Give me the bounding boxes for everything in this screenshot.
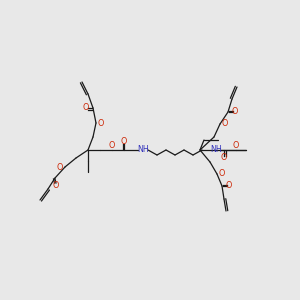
Text: O: O [83,103,89,112]
Text: O: O [53,181,59,190]
Text: O: O [232,107,238,116]
Text: O: O [221,154,227,163]
Text: O: O [226,182,232,190]
Text: O: O [233,140,239,149]
Text: NH: NH [137,146,149,154]
Text: O: O [121,137,127,146]
Text: O: O [57,163,63,172]
Text: O: O [109,140,115,149]
Text: O: O [98,118,104,127]
Text: O: O [219,169,225,178]
Text: NH: NH [210,146,222,154]
Text: O: O [222,119,228,128]
